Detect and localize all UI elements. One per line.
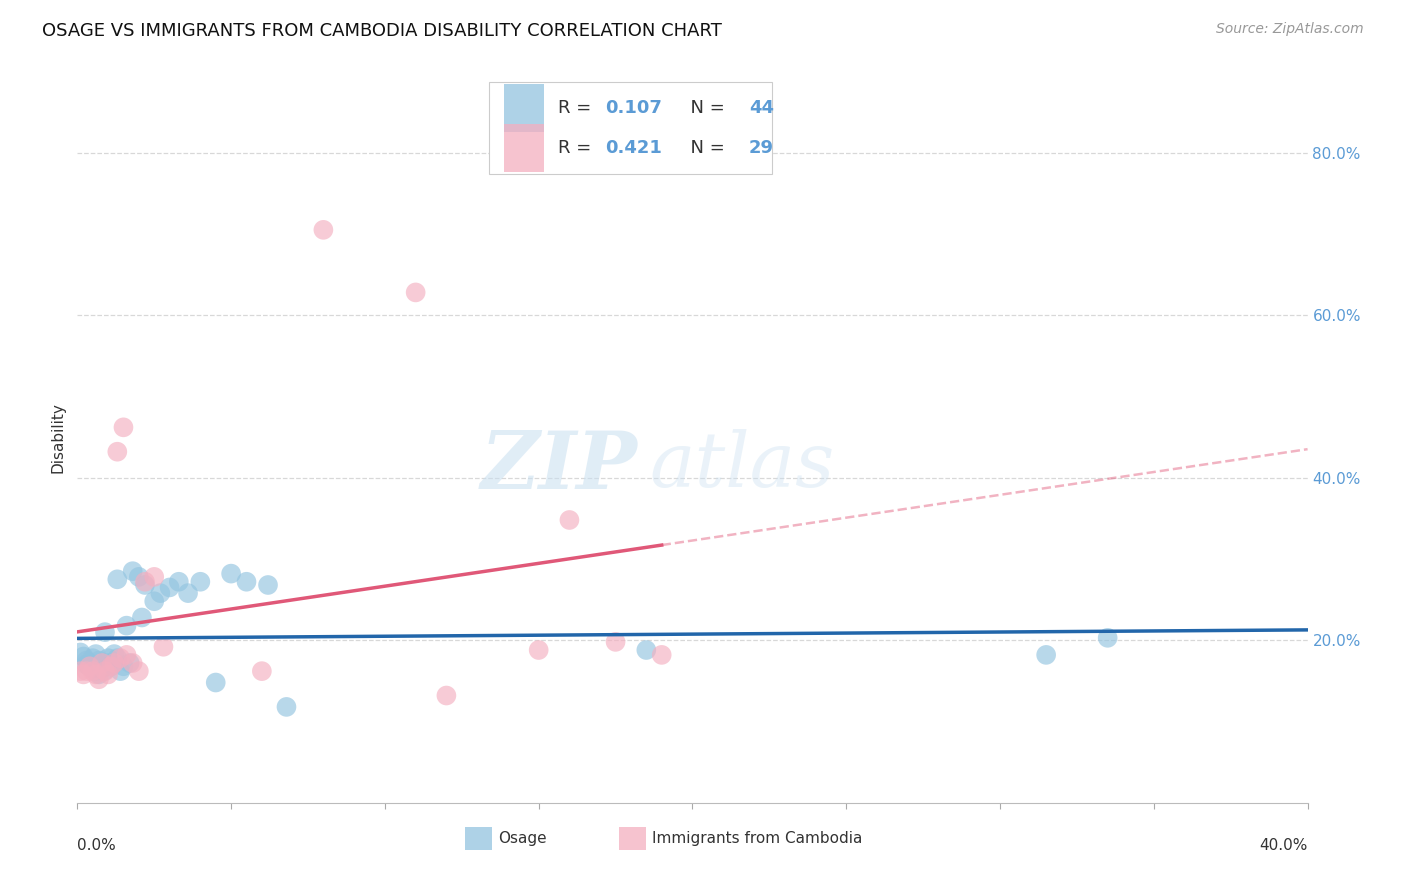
Text: ZIP: ZIP [481,427,637,505]
Point [87,667,110,681]
Point [69,664,91,678]
Point [436,689,458,703]
Bar [465,827,492,850]
Point [143,594,166,608]
Point [72,667,94,681]
Point [76,657,98,672]
Point [177,586,200,600]
Point [276,699,298,714]
Point [118,656,141,670]
Point [84,664,107,678]
Point [90,659,114,673]
Point [167,574,190,589]
Point [134,578,156,592]
Point [636,643,658,657]
Point [405,285,427,300]
Point [112,659,135,673]
Point [76,654,98,668]
Point [312,223,335,237]
Point [90,656,114,670]
Bar [505,124,544,172]
Point [115,618,138,632]
Point [159,581,181,595]
Point [103,647,125,661]
Text: R =: R = [558,139,598,157]
Point [79,659,101,673]
Point [527,643,550,657]
Point [112,420,135,434]
Text: Osage: Osage [498,831,547,847]
Point [94,663,117,677]
Text: 40.0%: 40.0% [1260,838,1308,853]
Point [134,574,156,589]
Text: Source: ZipAtlas.com: Source: ZipAtlas.com [1216,22,1364,37]
Point [128,664,150,678]
Point [97,656,120,670]
Point [250,664,273,678]
Point [115,648,138,662]
Text: 0.0%: 0.0% [77,838,117,853]
Point [204,675,226,690]
Text: 29: 29 [749,139,775,157]
Point [105,651,128,665]
Text: N =: N = [679,139,731,157]
Point [103,656,125,670]
Point [257,578,280,592]
Point [121,656,143,670]
Point [82,651,104,665]
Text: OSAGE VS IMMIGRANTS FROM CAMBODIA DISABILITY CORRELATION CHART: OSAGE VS IMMIGRANTS FROM CAMBODIA DISABI… [42,22,723,40]
Point [128,570,150,584]
Point [90,662,114,676]
Point [82,664,104,678]
Point [558,513,581,527]
Bar [619,827,645,850]
Point [97,667,120,681]
Point [79,659,101,673]
Text: Immigrants from Cambodia: Immigrants from Cambodia [652,831,862,847]
Point [143,570,166,584]
Point [1097,631,1119,645]
Point [82,662,104,676]
Point [149,586,172,600]
Text: atlas: atlas [650,429,835,503]
Point [105,572,128,586]
Point [100,659,122,673]
Text: 0.421: 0.421 [605,139,662,157]
Point [84,647,107,661]
Y-axis label: Disability: Disability [51,401,66,473]
Point [219,566,242,581]
Point [94,664,117,678]
Point [651,648,673,662]
Point [235,574,257,589]
Point [79,656,101,670]
Point [605,635,627,649]
Point [69,645,91,659]
Bar [505,84,544,132]
Point [94,625,117,640]
Text: N =: N = [679,99,731,117]
Point [110,664,132,678]
Text: R =: R = [558,99,598,117]
Point [84,667,107,681]
Point [121,564,143,578]
Point [105,444,128,458]
Point [110,651,132,665]
Point [97,651,120,665]
Bar [489,82,772,174]
Point [131,610,153,624]
Text: 0.107: 0.107 [605,99,662,117]
Point [87,654,110,668]
Point [87,673,110,687]
Point [152,640,174,654]
Point [188,574,212,589]
Text: 44: 44 [749,99,775,117]
Point [1035,648,1057,662]
Point [76,664,98,678]
Point [72,649,94,664]
Point [100,659,122,673]
